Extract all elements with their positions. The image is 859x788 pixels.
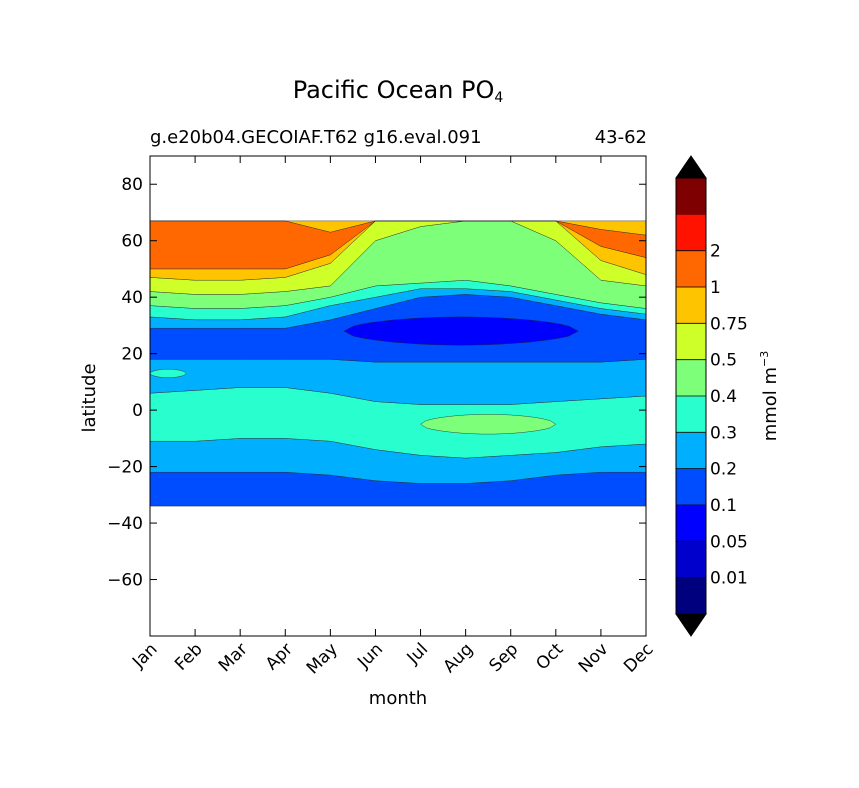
contour-patch-2 (150, 369, 187, 378)
colorbar-tick-label: 0.4 (710, 387, 737, 407)
colorbar-swatch (676, 323, 706, 361)
y-tick-label: −20 (107, 458, 143, 478)
y-tick-label: 40 (121, 288, 143, 308)
colorbar-frame (675, 177, 707, 615)
x-tick-label: Feb (171, 639, 206, 674)
contour-fill-layer (150, 220, 646, 507)
contour-band-11 (150, 220, 646, 236)
x-tick-label: Mar (215, 639, 252, 676)
colorbar-tick-label: 0.5 (710, 351, 737, 371)
x-tick-label: Dec (620, 639, 657, 676)
chart-subtitle-left: g.e20b04.GECOIAF.T62 g16.eval.091 (150, 127, 482, 148)
colorbar-swatch (676, 577, 706, 615)
colorbar-label: mmol m−3 (758, 351, 781, 442)
colorbar-tick-label: 0.75 (710, 314, 748, 334)
y-tick-label: 80 (121, 175, 143, 195)
chart-subtitle-right: 43-62 (594, 127, 647, 148)
chart-title: Pacific Ocean PO4 (292, 76, 504, 106)
colorbar-tick-label: 1 (710, 278, 721, 298)
colorbar-tick-label: 2 (710, 242, 721, 262)
x-tick-label: Sep (485, 639, 522, 676)
x-tick-label: Jan (128, 639, 161, 672)
colorbar-extend-top (675, 155, 707, 179)
title-subscript: 4 (494, 90, 504, 106)
x-tick-label: Jun (353, 639, 387, 673)
y-tick-label: −40 (107, 514, 143, 534)
y-tick-label: 20 (121, 345, 143, 365)
colorbar-swatch (676, 214, 706, 252)
colorbar-tick-label: 0.3 (710, 423, 737, 443)
colorbar-extend-bottom (675, 613, 707, 637)
colorbar-tick-label: 0.05 (710, 532, 748, 552)
y-tick-label: 0 (132, 401, 143, 421)
colorbar-swatch (676, 432, 706, 470)
colorbar-tick-label: 0.2 (710, 460, 737, 480)
y-tick-label: −60 (107, 571, 143, 591)
plot-frame (149, 155, 647, 637)
y-tick-label: 60 (121, 232, 143, 252)
x-tick-label: Oct (532, 639, 567, 674)
x-tick-label: Jul (403, 639, 432, 668)
colorbar-swatch (676, 359, 706, 397)
contour-patch-0 (343, 316, 579, 346)
x-tick-label: Apr (262, 639, 297, 674)
x-tick-label: Nov (575, 639, 613, 677)
y-axis: 80 60 40 20 0 −20 −40 −60 (107, 175, 646, 591)
x-axis-label: month (369, 688, 427, 709)
colorbar-swatch (676, 287, 706, 324)
x-tick-label: Aug (440, 639, 478, 677)
contour-patch-1 (420, 414, 557, 435)
y-axis-label: latitude (79, 363, 100, 432)
colorbar: 0.01 0.05 0.1 0.2 0.3 0.4 0.5 0.75 1 2 (675, 155, 748, 637)
colorbar-swatch (676, 505, 706, 542)
colorbar-swatch (676, 396, 706, 433)
colorbar-swatch (676, 250, 706, 288)
colorbar-tick-label: 0.01 (710, 569, 748, 589)
colorbar-swatch (676, 178, 706, 215)
colorbar-swatch (676, 468, 706, 506)
colorbar-tick-label: 0.1 (710, 496, 737, 516)
x-tick-label: May (303, 639, 342, 678)
colorbar-swatch (676, 541, 706, 579)
